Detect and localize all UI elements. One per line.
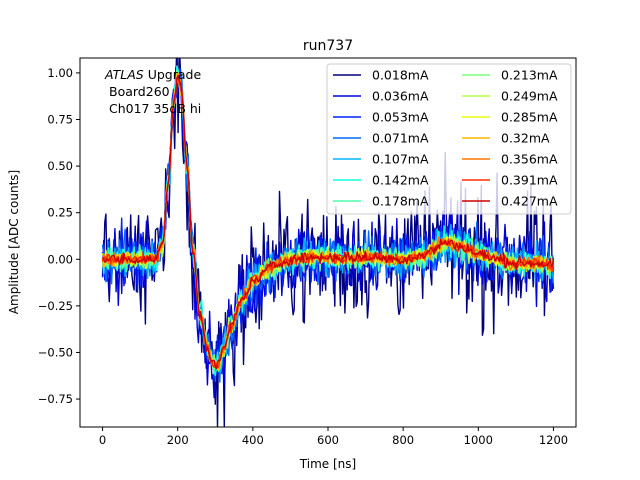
y-axis: −0.75 −0.50 −0.25 0.00 0.25 0.50 0.75 1.00 [38,66,80,406]
annotation-line2: Board260 [109,84,170,99]
x-axis-label: Time [ns] [299,457,356,471]
legend-label: 0.427mA [501,194,558,209]
y-tick-label: 0.00 [47,252,73,266]
legend-label: 0.249mA [501,89,558,104]
legend-label: 0.053mA [372,110,429,125]
legend-label: 0.391mA [501,173,558,188]
legend-label: 0.285mA [501,110,558,125]
legend-label: 0.036mA [372,89,429,104]
series-line [102,74,555,370]
annotation-upgrade: Upgrade [144,67,202,82]
legend-label: 0.32mA [501,131,550,146]
y-tick-label: 0.50 [47,159,73,173]
x-tick-label: 0 [99,433,106,447]
legend-label: 0.071mA [372,131,429,146]
y-tick-label: −0.25 [38,299,73,313]
x-tick-label: 1000 [464,433,493,447]
series-layer [101,58,555,427]
y-tick-label: 0.25 [47,206,73,220]
y-tick-label: 0.75 [47,113,73,127]
annotation-atlas: ATLAS [104,67,144,82]
legend-label: 0.107mA [372,152,429,167]
legend-label: 0.356mA [501,152,558,167]
legend-label: 0.213mA [501,68,558,83]
x-tick-label: 1200 [539,433,568,447]
x-tick-label: 600 [317,433,339,447]
x-tick-label: 800 [392,433,414,447]
x-tick-label: 200 [167,433,189,447]
y-axis-label: Amplitude [ADC counts] [7,170,21,314]
y-tick-label: −0.75 [38,392,73,406]
legend: 0.018mA 0.036mA 0.053mA 0.071mA 0.107mA 0.142… [326,63,572,215]
legend-box [326,63,572,215]
annotation-line1: ATLAS Upgrade [104,67,201,82]
legend-label: 0.018mA [372,68,429,83]
annotation: ATLAS Upgrade Board260 Ch017 35dB hi [104,67,201,116]
y-tick-label: 1.00 [47,66,73,80]
legend-label: 0.178mA [372,194,429,209]
annotation-line3: Ch017 35dB hi [109,101,201,116]
y-tick-label: −0.50 [38,345,73,359]
x-axis: 0 200 400 600 800 1000 1200 [99,427,568,447]
chart-title: run737 [303,38,353,54]
x-tick-label: 400 [242,433,264,447]
legend-label: 0.142mA [372,173,429,188]
